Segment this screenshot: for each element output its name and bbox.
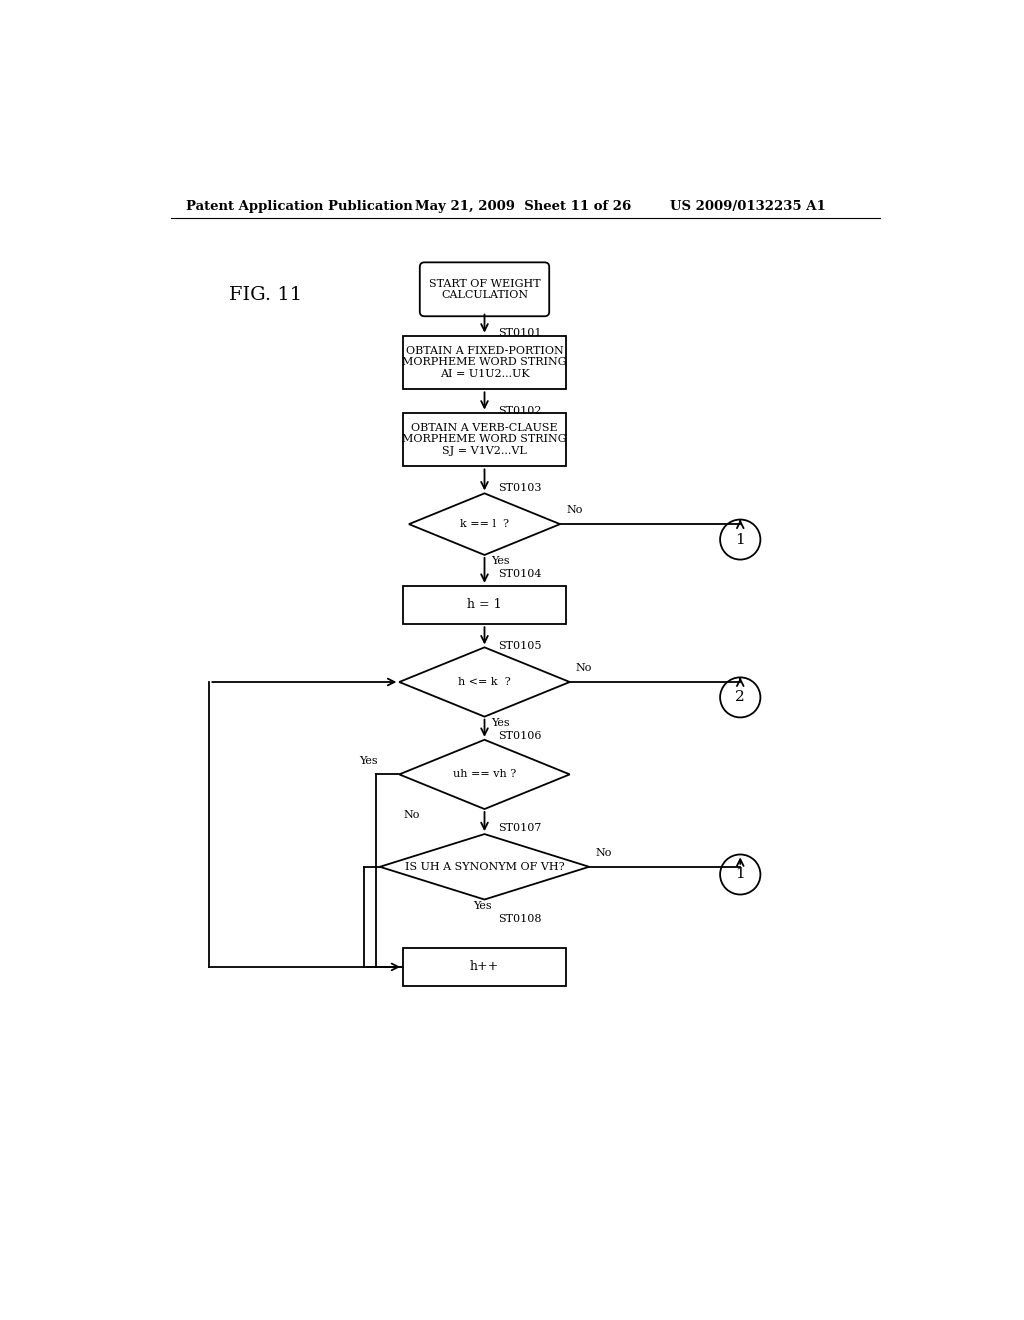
- Text: Yes: Yes: [359, 755, 378, 766]
- Text: ST0101: ST0101: [499, 329, 542, 338]
- Polygon shape: [399, 739, 569, 809]
- Text: ST0108: ST0108: [499, 913, 542, 924]
- Text: Yes: Yes: [490, 718, 509, 727]
- Text: ST0104: ST0104: [499, 569, 542, 579]
- Text: FIG. 11: FIG. 11: [228, 286, 302, 305]
- Text: Yes: Yes: [473, 900, 492, 911]
- FancyBboxPatch shape: [420, 263, 549, 317]
- Polygon shape: [399, 647, 569, 717]
- Bar: [403, 948, 566, 986]
- Text: Patent Application Publication: Patent Application Publication: [186, 199, 413, 213]
- Text: 2: 2: [735, 690, 745, 705]
- Text: h++: h++: [470, 961, 499, 973]
- Text: ST0107: ST0107: [499, 824, 542, 833]
- Text: uh == vh ?: uh == vh ?: [453, 770, 516, 779]
- Text: OBTAIN A VERB-CLAUSE
MORPHEME WORD STRING
SJ = V1V2...VL: OBTAIN A VERB-CLAUSE MORPHEME WORD STRIN…: [402, 422, 567, 455]
- Text: No: No: [575, 663, 592, 673]
- Polygon shape: [409, 494, 560, 554]
- Text: No: No: [403, 810, 420, 820]
- Text: No: No: [595, 847, 611, 858]
- Circle shape: [720, 520, 761, 560]
- Circle shape: [720, 677, 761, 718]
- Bar: [403, 335, 566, 389]
- Text: h = 1: h = 1: [467, 598, 502, 611]
- Text: h <= k  ?: h <= k ?: [458, 677, 511, 686]
- Text: ST0103: ST0103: [499, 483, 542, 492]
- Text: START OF WEIGHT
CALCULATION: START OF WEIGHT CALCULATION: [429, 279, 541, 300]
- Text: IS UH A SYNONYM OF VH?: IS UH A SYNONYM OF VH?: [404, 862, 564, 871]
- Text: k == l  ?: k == l ?: [460, 519, 509, 529]
- Text: Yes: Yes: [490, 556, 509, 566]
- Bar: [403, 586, 566, 624]
- Text: ST0106: ST0106: [499, 731, 542, 741]
- Text: 1: 1: [735, 532, 745, 546]
- Text: US 2009/0132235 A1: US 2009/0132235 A1: [671, 199, 826, 213]
- Circle shape: [720, 854, 761, 895]
- Text: OBTAIN A FIXED-PORTION
MORPHEME WORD STRING
AI = U1U2...UK: OBTAIN A FIXED-PORTION MORPHEME WORD STR…: [402, 346, 567, 379]
- Text: May 21, 2009  Sheet 11 of 26: May 21, 2009 Sheet 11 of 26: [415, 199, 631, 213]
- Text: ST0105: ST0105: [499, 640, 542, 651]
- Text: No: No: [566, 506, 583, 515]
- Bar: [403, 412, 566, 466]
- Text: 1: 1: [735, 867, 745, 882]
- Text: ST0102: ST0102: [499, 407, 542, 416]
- Polygon shape: [380, 834, 589, 899]
